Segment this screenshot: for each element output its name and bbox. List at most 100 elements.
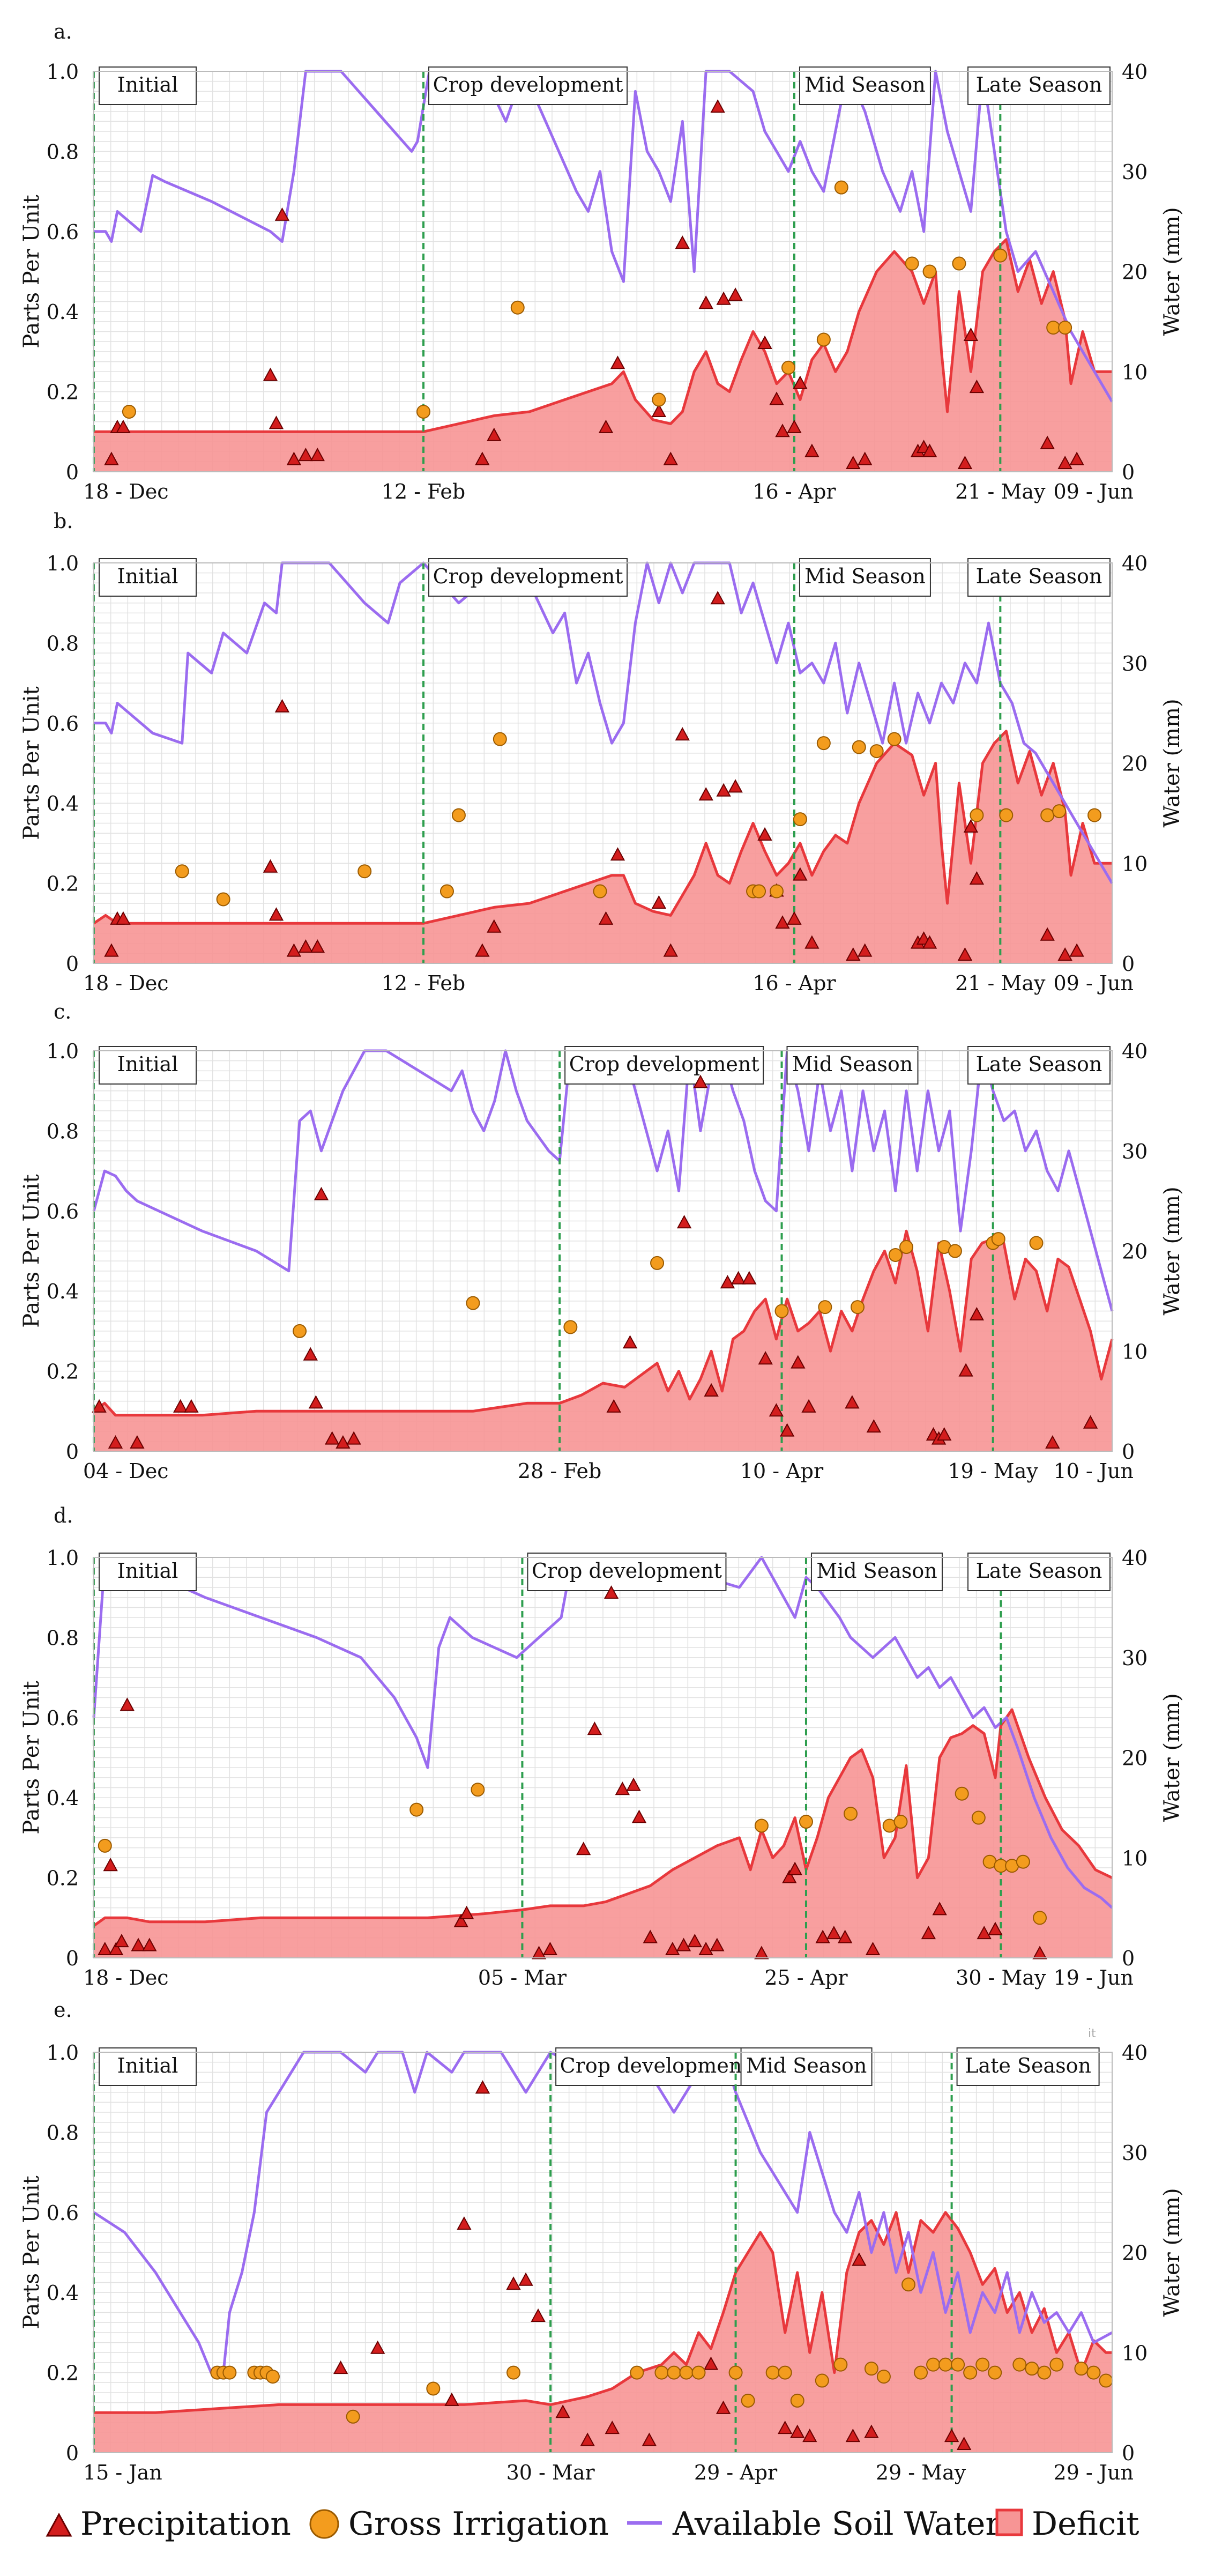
precipitation-marker [804, 443, 819, 457]
irrigation-marker [999, 808, 1014, 822]
precipitation-marker [475, 451, 490, 465]
y2-axis-title: Water (mm) [1160, 207, 1184, 336]
irrigation-marker [769, 884, 784, 899]
precipitation-marker [845, 2429, 861, 2443]
x-tick-label: 10 - Apr [740, 1459, 824, 1483]
irrigation-marker [1016, 1854, 1030, 1869]
precipitation-marker [716, 291, 731, 305]
precipitation-marker [663, 943, 678, 957]
irrigation-marker [175, 864, 189, 879]
precipitation-marker [758, 1351, 773, 1365]
irrigation-marker [1037, 2365, 1052, 2380]
y2-tick-label: 10 [1122, 360, 1148, 384]
y-tick-label: 0.6 [47, 1706, 79, 1730]
stage-label: Crop development [560, 2054, 750, 2077]
y-tick-label: 1.0 [47, 1546, 79, 1570]
precipitation-marker [506, 2276, 521, 2290]
stage-label-box [555, 2047, 755, 2086]
irrigation-marker [975, 2357, 990, 2372]
precipitation-marker [531, 2308, 546, 2322]
precipitation-marker [274, 207, 290, 221]
precipitation-marker [676, 1215, 692, 1229]
precipitation-marker [864, 2424, 879, 2438]
y2-tick-label: 0 [1122, 2441, 1135, 2465]
precipitation-marker [116, 419, 131, 433]
y2-axis-title: Water (mm) [1160, 699, 1184, 827]
y-tick-label: 1.0 [47, 552, 79, 575]
x-tick-label: 19 - May [948, 1459, 1038, 1483]
x-tick-label: 09 - Jun [1053, 480, 1134, 503]
precipitation-marker [932, 1902, 947, 1916]
stage-label: Late Season [976, 73, 1102, 96]
y-axis-title: Parts Per Unit [19, 1174, 44, 1327]
x-tick-label: 12 - Feb [382, 480, 465, 503]
precipitation-marker [116, 911, 131, 925]
irrigation-marker [1058, 321, 1072, 335]
precipitation-marker [865, 1941, 881, 1956]
precipitation-marker [852, 2252, 867, 2266]
precipitation-marker [793, 375, 808, 389]
irrigation-marker [451, 808, 466, 822]
precipitation-marker [698, 787, 713, 801]
y2-axis-title: Water (mm) [1160, 1693, 1184, 1822]
precipitation-marker [631, 1809, 647, 1823]
x-tick-label: 19 - Jun [1053, 1966, 1134, 1989]
precipitation-marker [1069, 943, 1084, 957]
irrigation-marker [938, 2357, 953, 2372]
y2-tick-label: 10 [1122, 2341, 1148, 2365]
precipitation-marker [580, 2432, 595, 2446]
deficit-area [94, 239, 1112, 472]
precipitation-marker [610, 355, 625, 369]
y2-tick-label: 10 [1122, 1846, 1148, 1870]
stage-label: Late Season [976, 565, 1102, 588]
irrigation-marker [416, 404, 431, 419]
precipitation-marker [937, 1427, 952, 1441]
precipitation-marker [333, 2360, 348, 2374]
irrigation-marker [667, 2365, 681, 2380]
y-tick-label: 0.4 [47, 300, 79, 324]
irrigation-marker [1025, 2362, 1039, 2376]
legend-precipitation-icon [46, 2512, 72, 2537]
stage-label-box [99, 558, 197, 597]
y2-axis-title: Water (mm) [1160, 1186, 1184, 1315]
stage-label: Late Season [976, 1052, 1102, 1076]
y2-tick-label: 30 [1122, 160, 1148, 184]
precipitation-marker [775, 424, 790, 437]
stage-label: Late Season [965, 2054, 1091, 2077]
precipitation-marker [643, 1929, 658, 1943]
precipitation-marker [615, 1781, 630, 1795]
stage-label-box [799, 66, 931, 105]
precipitation-marker [308, 1395, 324, 1409]
x-tick-label: 28 - Feb [518, 1459, 601, 1483]
irrigation-marker [1052, 804, 1067, 819]
precipitation-marker [92, 1399, 107, 1413]
y-tick-label: 0.2 [47, 381, 79, 404]
y-axis-title: Parts Per Unit [19, 1681, 44, 1834]
irrigation-marker [1086, 2365, 1101, 2380]
irrigation-marker [1049, 2357, 1064, 2372]
irrigation-marker [851, 1300, 865, 1315]
stage-label: Initial [117, 73, 178, 96]
irrigation-marker [265, 2370, 280, 2384]
precipitation-marker [622, 1335, 638, 1349]
irrigation-marker [971, 1810, 986, 1825]
y2-tick-label: 20 [1122, 2241, 1148, 2265]
panel-label: a. [54, 20, 72, 43]
precipitation-marker [782, 1869, 797, 1883]
precipitation-marker [314, 1186, 329, 1200]
legend-irrigation-icon [309, 2509, 339, 2539]
available-soil-water-line [92, 1556, 1113, 1909]
x-tick-label: 29 - Jun [1053, 2461, 1134, 2484]
precipitation-marker [779, 1423, 795, 1437]
stage-label: Mid Season [792, 1052, 913, 1076]
deficit-area [94, 731, 1112, 963]
precipitation-marker [370, 2340, 385, 2354]
precipitation-marker [108, 1435, 123, 1449]
precipitation-marker [720, 1275, 735, 1289]
precipitation-marker [487, 919, 502, 933]
irrigation-marker [506, 2365, 521, 2380]
x-tick-label: 10 - Jun [1053, 1459, 1134, 1483]
precipitation-marker [542, 1941, 558, 1956]
stage-label-box [967, 66, 1111, 105]
